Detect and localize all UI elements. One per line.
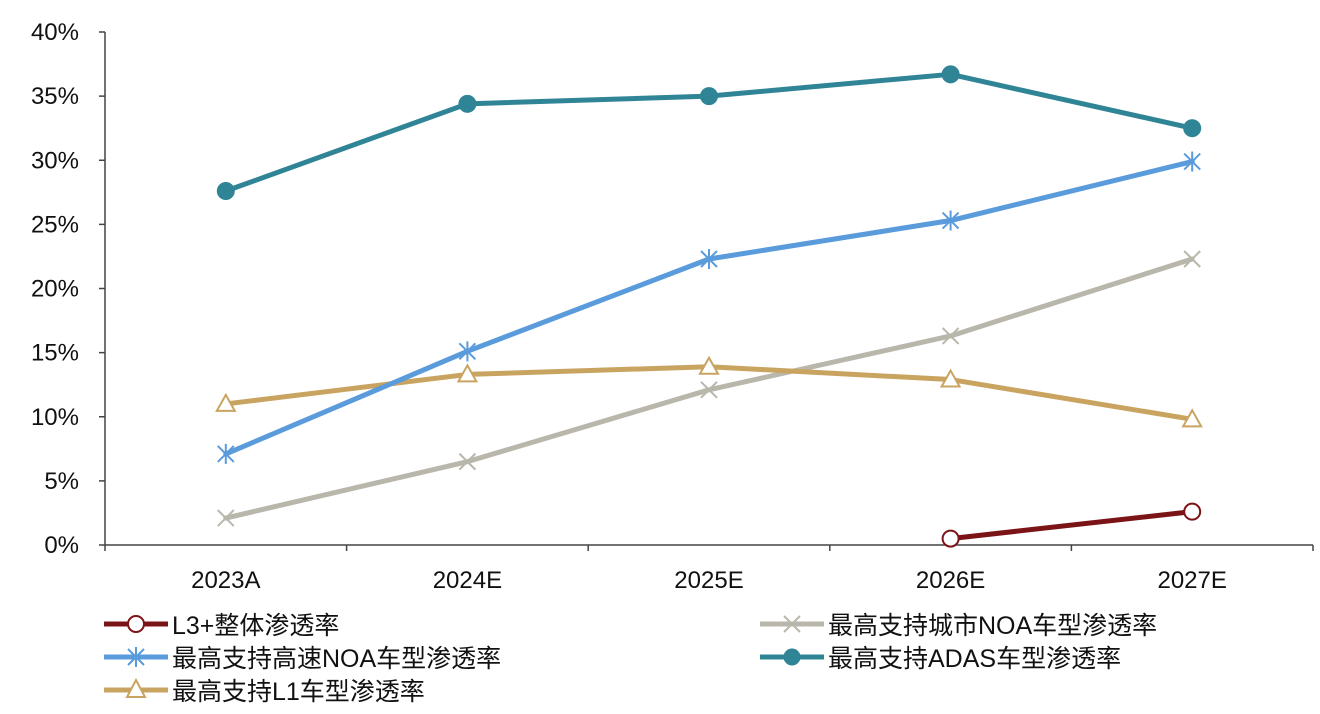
y-tick-label: 5%	[44, 468, 79, 495]
y-tick-label: 25%	[31, 211, 79, 238]
y-tick-label: 35%	[31, 83, 79, 110]
data-point	[941, 327, 960, 345]
series-1	[217, 250, 1201, 527]
data-point	[700, 381, 718, 399]
x-tick-label: 2025E	[674, 567, 743, 594]
data-point	[216, 182, 235, 201]
series-3	[216, 65, 1202, 201]
data-point	[941, 210, 960, 231]
data-point	[1181, 408, 1203, 428]
data-point	[941, 529, 960, 548]
data-point	[1183, 119, 1202, 138]
series-line	[948, 509, 1195, 542]
data-point	[698, 355, 720, 375]
data-point	[458, 452, 477, 471]
data-point	[941, 65, 960, 84]
series-layer	[215, 65, 1203, 548]
chart-axes: 0% 5% 10% 15% 20% 25% 30% 35% 40% 2023A 2024E 2025E…	[31, 19, 1314, 594]
data-point	[215, 392, 237, 412]
y-tick-label: 40%	[31, 19, 79, 46]
series-2	[217, 151, 1201, 464]
data-point	[939, 368, 962, 388]
x-tick-label: 2023A	[191, 567, 260, 594]
x-tick-label: 2024E	[433, 567, 502, 594]
x-tick-label: 2027E	[1157, 567, 1226, 594]
data-point	[458, 94, 477, 113]
y-tick-label: 10%	[31, 404, 79, 431]
data-point	[1183, 250, 1201, 268]
data-point	[1183, 151, 1201, 172]
data-point	[458, 341, 477, 362]
data-point	[700, 249, 718, 270]
x-tick-label: 2026E	[916, 567, 985, 594]
data-point	[217, 509, 235, 527]
y-tick-label: 0%	[44, 532, 79, 559]
data-point	[1183, 502, 1202, 521]
data-point	[217, 443, 235, 464]
y-tick-label: 20%	[31, 276, 79, 303]
y-tick-label: 15%	[31, 340, 79, 367]
data-point	[700, 87, 718, 106]
y-tick-label: 30%	[31, 147, 79, 174]
series-0	[941, 502, 1202, 548]
data-point	[456, 363, 479, 383]
